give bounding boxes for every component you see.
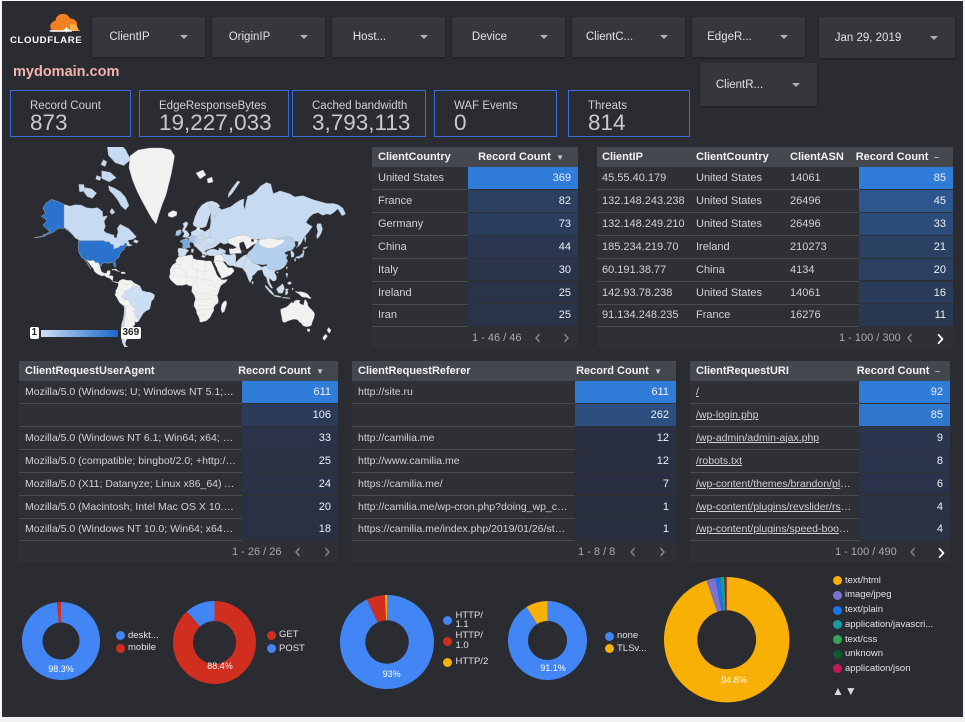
svg-text:CLOUDFLARE: CLOUDFLARE bbox=[10, 35, 82, 46]
